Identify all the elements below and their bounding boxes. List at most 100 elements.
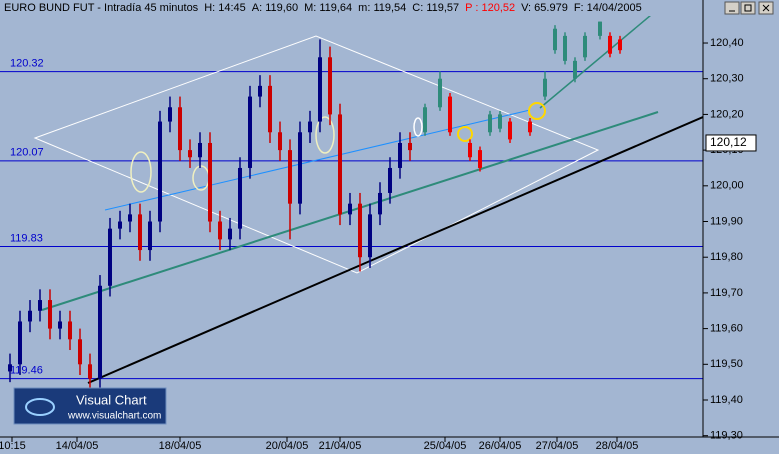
candle-body <box>178 107 182 151</box>
x-tick-label: 10:15 <box>0 440 26 452</box>
candle-body <box>553 28 557 51</box>
candle-body <box>398 142 402 168</box>
window-buttons <box>724 1 774 15</box>
candle-body <box>48 300 52 329</box>
candle-body <box>358 203 362 258</box>
logo-icon <box>25 398 55 416</box>
last-price-label: 120,12 <box>710 135 747 149</box>
candle-body <box>148 221 152 251</box>
circle <box>457 126 473 142</box>
candle-body <box>258 85 262 97</box>
circle <box>528 102 546 120</box>
x-tick-label: 28/04/05 <box>596 440 639 452</box>
ellipse <box>413 117 423 137</box>
last-price-box <box>705 134 757 152</box>
candle-body <box>278 132 282 151</box>
logo-box <box>13 387 167 425</box>
candle-body <box>423 107 427 133</box>
x-tick-label: 25/04/05 <box>424 440 467 452</box>
close-icon <box>762 4 770 12</box>
candle-body <box>248 96 252 168</box>
candle-body <box>208 142 212 222</box>
levels: 120.32 120.07 119.83 119.46 <box>0 57 703 380</box>
candle-body <box>238 167 242 229</box>
minimize-button[interactable] <box>724 1 740 15</box>
x-tick-label: 14/04/05 <box>56 440 99 452</box>
candle-body <box>448 96 452 133</box>
x-tick-label: 21/04/05 <box>319 440 362 452</box>
header-item: A: 119,60 <box>252 2 298 14</box>
header-item: P : 120,52 <box>465 2 515 14</box>
y-tick-label: 119,90 <box>710 215 743 227</box>
candle-body <box>298 132 302 204</box>
y-tick-label: 119,70 <box>710 287 743 299</box>
x-tick-label: 18/04/05 <box>159 440 202 452</box>
header-item: C: 119,57 <box>412 2 459 14</box>
header-item: V: 65.979 <box>521 2 568 14</box>
candle-body <box>118 221 122 229</box>
candle-body <box>598 21 602 36</box>
y-tick-label: 119,60 <box>710 323 743 335</box>
ellipse <box>315 116 335 154</box>
y-tick-label: 119,40 <box>710 394 743 406</box>
candle-body <box>218 221 222 240</box>
candle-body <box>168 107 172 122</box>
trend-line <box>539 16 652 109</box>
candle-body <box>573 60 577 79</box>
candle-body <box>368 214 372 258</box>
candle-body <box>108 228 112 286</box>
candle-body <box>158 121 162 222</box>
candle-body <box>268 85 272 133</box>
candle-body <box>78 339 82 365</box>
level-label: 120.32 <box>10 57 44 69</box>
candle-body <box>583 35 587 58</box>
header-item: F: 14/04/2005 <box>574 2 642 14</box>
candle-body <box>28 310 32 322</box>
ellipse <box>130 151 152 193</box>
trend-line <box>104 109 531 211</box>
maximize-button[interactable] <box>740 1 756 15</box>
candle-body <box>488 114 492 133</box>
y-tick-label: 119,80 <box>710 251 743 263</box>
candle-body <box>388 167 392 193</box>
candle-body <box>228 228 232 240</box>
x-tick-label: 20/04/05 <box>266 440 309 452</box>
diamond-pattern <box>33 35 600 274</box>
candle-body <box>58 321 62 329</box>
candle-body <box>8 364 12 372</box>
candle-body <box>98 285 102 379</box>
level-label: 119.46 <box>10 364 43 376</box>
candle-body <box>188 150 192 158</box>
candle-body <box>438 78 442 108</box>
candle-body <box>618 39 622 51</box>
candle-body <box>318 57 322 122</box>
header-item: EURO BUND FUT - Intradía 45 minutos <box>4 2 199 14</box>
candle-body <box>198 142 202 158</box>
x-tick-label: 26/04/05 <box>479 440 522 452</box>
trend-line <box>87 116 703 384</box>
candle-body <box>348 203 352 215</box>
logo-title: Visual Chart <box>76 392 147 407</box>
header-item: M: 119,64 <box>304 2 352 14</box>
drawings <box>33 16 703 384</box>
candle-body <box>498 114 502 129</box>
y-tick-label: 119,30 <box>710 430 743 442</box>
ellipse <box>192 165 210 191</box>
candle-body <box>478 150 482 168</box>
candle-body <box>338 114 342 215</box>
candle-body <box>528 121 532 133</box>
candle-body <box>508 121 512 140</box>
logo: Visual Chart www.visualchart.com <box>13 387 167 425</box>
header: EURO BUND FUT - Intradía 45 minutos H: 14… <box>4 2 642 14</box>
level-label: 120.07 <box>10 147 44 159</box>
header-item: m: 119,54 <box>358 2 406 14</box>
candle-body <box>608 35 612 54</box>
candle-body <box>408 142 412 151</box>
candle-body <box>378 192 382 215</box>
maximize-icon <box>744 4 752 12</box>
candle-body <box>288 150 292 204</box>
candle-body <box>468 142 472 158</box>
header-item: H: 14:45 <box>204 2 246 14</box>
y-tick-label: 120,30 <box>710 73 744 85</box>
